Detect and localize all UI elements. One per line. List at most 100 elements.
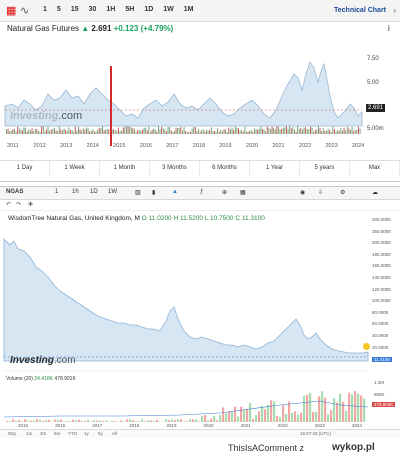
- camera-icon[interactable]: ◉: [300, 190, 306, 196]
- range-button[interactable]: 1H: [106, 6, 116, 13]
- range-link[interactable]: 1m: [26, 431, 33, 436]
- volume-bar: [153, 420, 156, 422]
- cloud-icon[interactable]: ☁: [372, 190, 378, 196]
- volume-bar: [27, 420, 30, 422]
- volume-bar: [166, 131, 167, 134]
- volume-bar: [132, 128, 134, 134]
- volume-bar: [151, 129, 153, 134]
- volume-bar: [321, 131, 323, 134]
- volume-bar: [97, 129, 99, 134]
- volume-bar: [154, 129, 156, 134]
- interval-button[interactable]: 1W: [108, 189, 117, 195]
- volume-bar: [62, 130, 63, 134]
- x-tick-label: 2011: [7, 143, 19, 149]
- candle-type-icon[interactable]: ▧: [135, 190, 141, 196]
- volume-bar: [255, 415, 258, 422]
- volume-bar: [266, 126, 268, 134]
- volume-bar: [140, 130, 142, 134]
- chevron-right-icon[interactable]: ›: [393, 6, 396, 15]
- bar-chart-icon[interactable]: ▮: [152, 190, 156, 196]
- volume-bar: [289, 126, 291, 134]
- volume-bar: [300, 128, 302, 134]
- range-button[interactable]: 1W: [163, 6, 174, 13]
- volume-bar: [285, 414, 288, 422]
- undo-icon[interactable]: ↶: [6, 202, 12, 208]
- volume-bar: [198, 421, 201, 422]
- volume-bar: [199, 131, 201, 134]
- interval-button[interactable]: 1h: [72, 189, 79, 195]
- period-button[interactable]: 1 Day: [0, 161, 50, 176]
- redo-icon[interactable]: ↷: [16, 202, 22, 208]
- volume-bar: [286, 126, 287, 134]
- volume-bar: [123, 421, 126, 422]
- x-tick-label: 2021: [240, 423, 251, 428]
- period-button[interactable]: 1 Year: [250, 161, 300, 176]
- technical-chart-link[interactable]: Technical Chart: [334, 7, 386, 14]
- volume-bar: [156, 419, 159, 422]
- volume-bar: [84, 420, 87, 422]
- volume-bar: [324, 397, 327, 422]
- volume-bar: [25, 128, 27, 134]
- volume-bar: [318, 396, 321, 422]
- ticker-input[interactable]: NGAS: [6, 189, 24, 195]
- candlestick-icon[interactable]: ▦: [6, 5, 17, 17]
- period-button[interactable]: 1 Week: [50, 161, 100, 176]
- grid-icon[interactable]: ▦: [240, 190, 246, 196]
- volume-bar: [196, 131, 198, 134]
- volume-bar: [127, 126, 129, 134]
- volume-bar: [263, 129, 265, 134]
- interval-button[interactable]: 1: [55, 189, 59, 195]
- volume-bar: [52, 128, 54, 134]
- range-button[interactable]: 1D: [144, 6, 154, 13]
- compare-icon[interactable]: ⊕: [222, 190, 228, 196]
- volume-bar: [169, 126, 171, 134]
- volume-bar: [348, 392, 351, 422]
- volume-bar: [150, 131, 151, 134]
- range-link[interactable]: 1y: [84, 431, 89, 436]
- period-button[interactable]: 3 Months: [150, 161, 200, 176]
- period-button[interactable]: 5 years: [300, 161, 350, 176]
- indicators-icon[interactable]: ƒ: [200, 189, 204, 195]
- range-buttons: 1 5 15 30 1H 5H 1D 1W 1M: [40, 5, 197, 14]
- range-button[interactable]: 5H: [125, 6, 135, 13]
- volume-bar: [270, 400, 273, 422]
- info-icon[interactable]: i: [387, 24, 390, 33]
- range-button[interactable]: 1: [43, 6, 47, 13]
- period-button[interactable]: Max: [350, 161, 400, 176]
- volume-bar: [103, 130, 105, 134]
- x-tick-label: 2022: [298, 143, 312, 149]
- price-change-percent: (+4.79%): [140, 24, 174, 33]
- period-button[interactable]: 1 Month: [100, 161, 150, 176]
- crosshair-icon[interactable]: ✚: [28, 202, 34, 208]
- line-chart-icon[interactable]: ∿: [20, 5, 30, 17]
- period-button[interactable]: 6 Months: [200, 161, 250, 176]
- volume-bar: [142, 129, 143, 134]
- volume-bar: [20, 129, 22, 134]
- range-link[interactable]: YTD: [68, 431, 77, 436]
- range-link[interactable]: 6m: [54, 431, 61, 436]
- range-button[interactable]: 15: [70, 6, 79, 13]
- volume-bar: [207, 420, 210, 422]
- settings-icon[interactable]: ⚙: [340, 190, 346, 196]
- range-button[interactable]: 5: [56, 6, 61, 13]
- volume-bar: [252, 418, 255, 422]
- range-link[interactable]: 3m: [40, 431, 47, 436]
- interval-button[interactable]: 1D: [90, 189, 98, 195]
- alert-marker[interactable]: [363, 343, 370, 350]
- chart-toolbar: NGAS 1 1h 1D 1W ▧ ▮ ▲ ƒ ⊕ ▦ ◉ ⇩ ⚙ ☁: [0, 187, 400, 200]
- x-tick-label: 2020: [203, 423, 214, 428]
- volume-bar: [342, 401, 345, 422]
- volume-bar: [298, 128, 300, 134]
- volume-bar: [65, 130, 67, 134]
- volume-bar: [222, 407, 225, 422]
- volume-bar: [6, 420, 9, 422]
- area-chart-icon[interactable]: ▲: [172, 189, 178, 195]
- range-link[interactable]: All: [112, 431, 118, 436]
- range-button[interactable]: 1M: [183, 6, 194, 13]
- range-link[interactable]: 5y: [98, 431, 103, 436]
- volume-bar: [7, 128, 9, 134]
- volume-bar: [322, 127, 324, 134]
- range-button[interactable]: 30: [88, 6, 97, 13]
- save-icon[interactable]: ⇩: [318, 190, 324, 196]
- range-link[interactable]: 5Dy: [8, 431, 17, 436]
